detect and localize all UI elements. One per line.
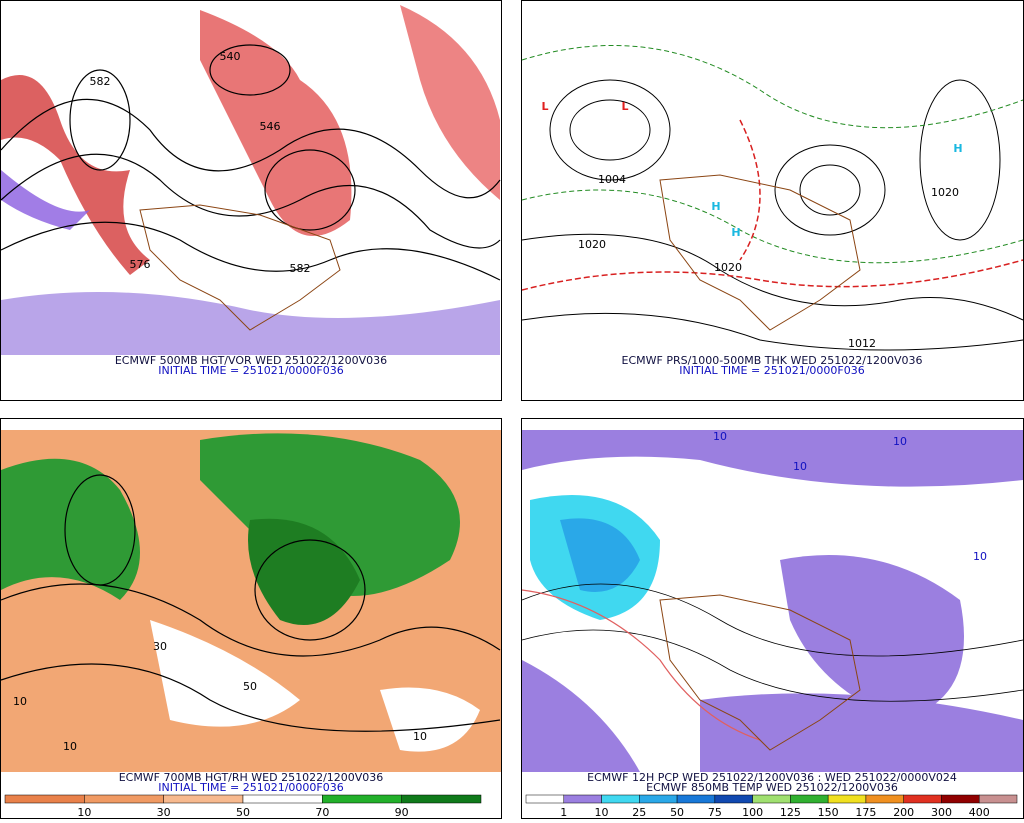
panel-500mb bbox=[0, 0, 502, 401]
map-label: 10 bbox=[63, 740, 77, 753]
map-label: H bbox=[731, 226, 740, 239]
map-label: 1020 bbox=[578, 238, 606, 251]
colorbar-swatch bbox=[941, 794, 980, 804]
colorbar-swatch bbox=[827, 794, 867, 804]
colorbar-swatch bbox=[714, 794, 753, 804]
map-label: 582 bbox=[290, 262, 311, 275]
map-label: 10 bbox=[413, 730, 427, 743]
map-label: 10 bbox=[973, 550, 987, 563]
colorbar-label: 90 bbox=[395, 806, 409, 819]
caption: INITIAL TIME = 251021/0000F036 bbox=[679, 364, 864, 377]
colorbar-label: 150 bbox=[818, 806, 839, 819]
map-label: 10 bbox=[13, 695, 27, 708]
map-label: L bbox=[621, 100, 628, 113]
map-label: 30 bbox=[153, 640, 167, 653]
panel-700mb bbox=[0, 418, 502, 819]
colorbar-label: 75 bbox=[708, 806, 722, 819]
colorbar-swatch bbox=[639, 794, 678, 804]
caption: ECMWF 850MB TEMP WED 251022/1200V036 bbox=[646, 781, 898, 794]
map-label: 10 bbox=[793, 460, 807, 473]
colorbar-swatch bbox=[601, 794, 640, 804]
colorbar-label: 1 bbox=[560, 806, 567, 819]
caption: INITIAL TIME = 251021/0000F036 bbox=[158, 781, 343, 794]
caption: ECMWF 700MB HGT/RH WED 251022/1200V036 bbox=[119, 771, 384, 784]
map-label: 576 bbox=[130, 258, 151, 271]
colorbar-swatch bbox=[903, 794, 942, 804]
colorbar-swatch bbox=[401, 794, 482, 804]
map-label: 1020 bbox=[714, 261, 742, 274]
map-label: 1004 bbox=[598, 173, 626, 186]
map-label: L bbox=[541, 100, 548, 113]
map-label: H bbox=[711, 200, 720, 213]
colorbar-label: 100 bbox=[742, 806, 763, 819]
map-label: 540 bbox=[220, 50, 241, 63]
colorbar-label: 125 bbox=[780, 806, 801, 819]
colorbar-swatch bbox=[322, 794, 402, 804]
map-label: 546 bbox=[260, 120, 281, 133]
colorbar-label: 175 bbox=[855, 806, 876, 819]
map-label: 1020 bbox=[931, 186, 959, 199]
colorbar-label: 300 bbox=[931, 806, 952, 819]
colorbar-swatch bbox=[676, 794, 716, 804]
caption: INITIAL TIME = 251021/0000F036 bbox=[158, 364, 343, 377]
caption: ECMWF 500MB HGT/VOR WED 251022/1200V036 bbox=[115, 354, 387, 367]
colorbar-swatch bbox=[978, 794, 1018, 804]
colorbar-label: 25 bbox=[632, 806, 646, 819]
colorbar-swatch bbox=[525, 794, 565, 804]
colorbar-label: 30 bbox=[157, 806, 171, 819]
map-label: 1012 bbox=[848, 337, 876, 350]
colorbar-swatch bbox=[563, 794, 602, 804]
colorbar-swatch bbox=[790, 794, 829, 804]
map-label: 50 bbox=[243, 680, 257, 693]
map-label: 10 bbox=[713, 430, 727, 443]
panel-pressure bbox=[521, 0, 1024, 401]
colorbar-label: 10 bbox=[595, 806, 609, 819]
colorbar-swatch bbox=[752, 794, 791, 804]
panel-precip bbox=[521, 418, 1024, 819]
caption: ECMWF 12H PCP WED 251022/1200V036 : WED … bbox=[587, 771, 957, 784]
colorbar-label: 10 bbox=[77, 806, 91, 819]
caption: ECMWF PRS/1000-500MB THK WED 251022/1200… bbox=[622, 354, 923, 367]
colorbar-label: 200 bbox=[893, 806, 914, 819]
colorbar-label: 400 bbox=[969, 806, 990, 819]
map-label: 10 bbox=[893, 435, 907, 448]
colorbar-swatch bbox=[865, 794, 904, 804]
colorbar-swatch bbox=[4, 794, 85, 804]
map-label: 582 bbox=[90, 75, 111, 88]
colorbar-label: 50 bbox=[236, 806, 250, 819]
colorbar-swatch bbox=[163, 794, 244, 804]
colorbar-label: 50 bbox=[670, 806, 684, 819]
map-label: H bbox=[953, 142, 962, 155]
colorbar-swatch bbox=[242, 794, 323, 804]
colorbar-label: 70 bbox=[315, 806, 329, 819]
colorbar-swatch bbox=[84, 794, 164, 804]
